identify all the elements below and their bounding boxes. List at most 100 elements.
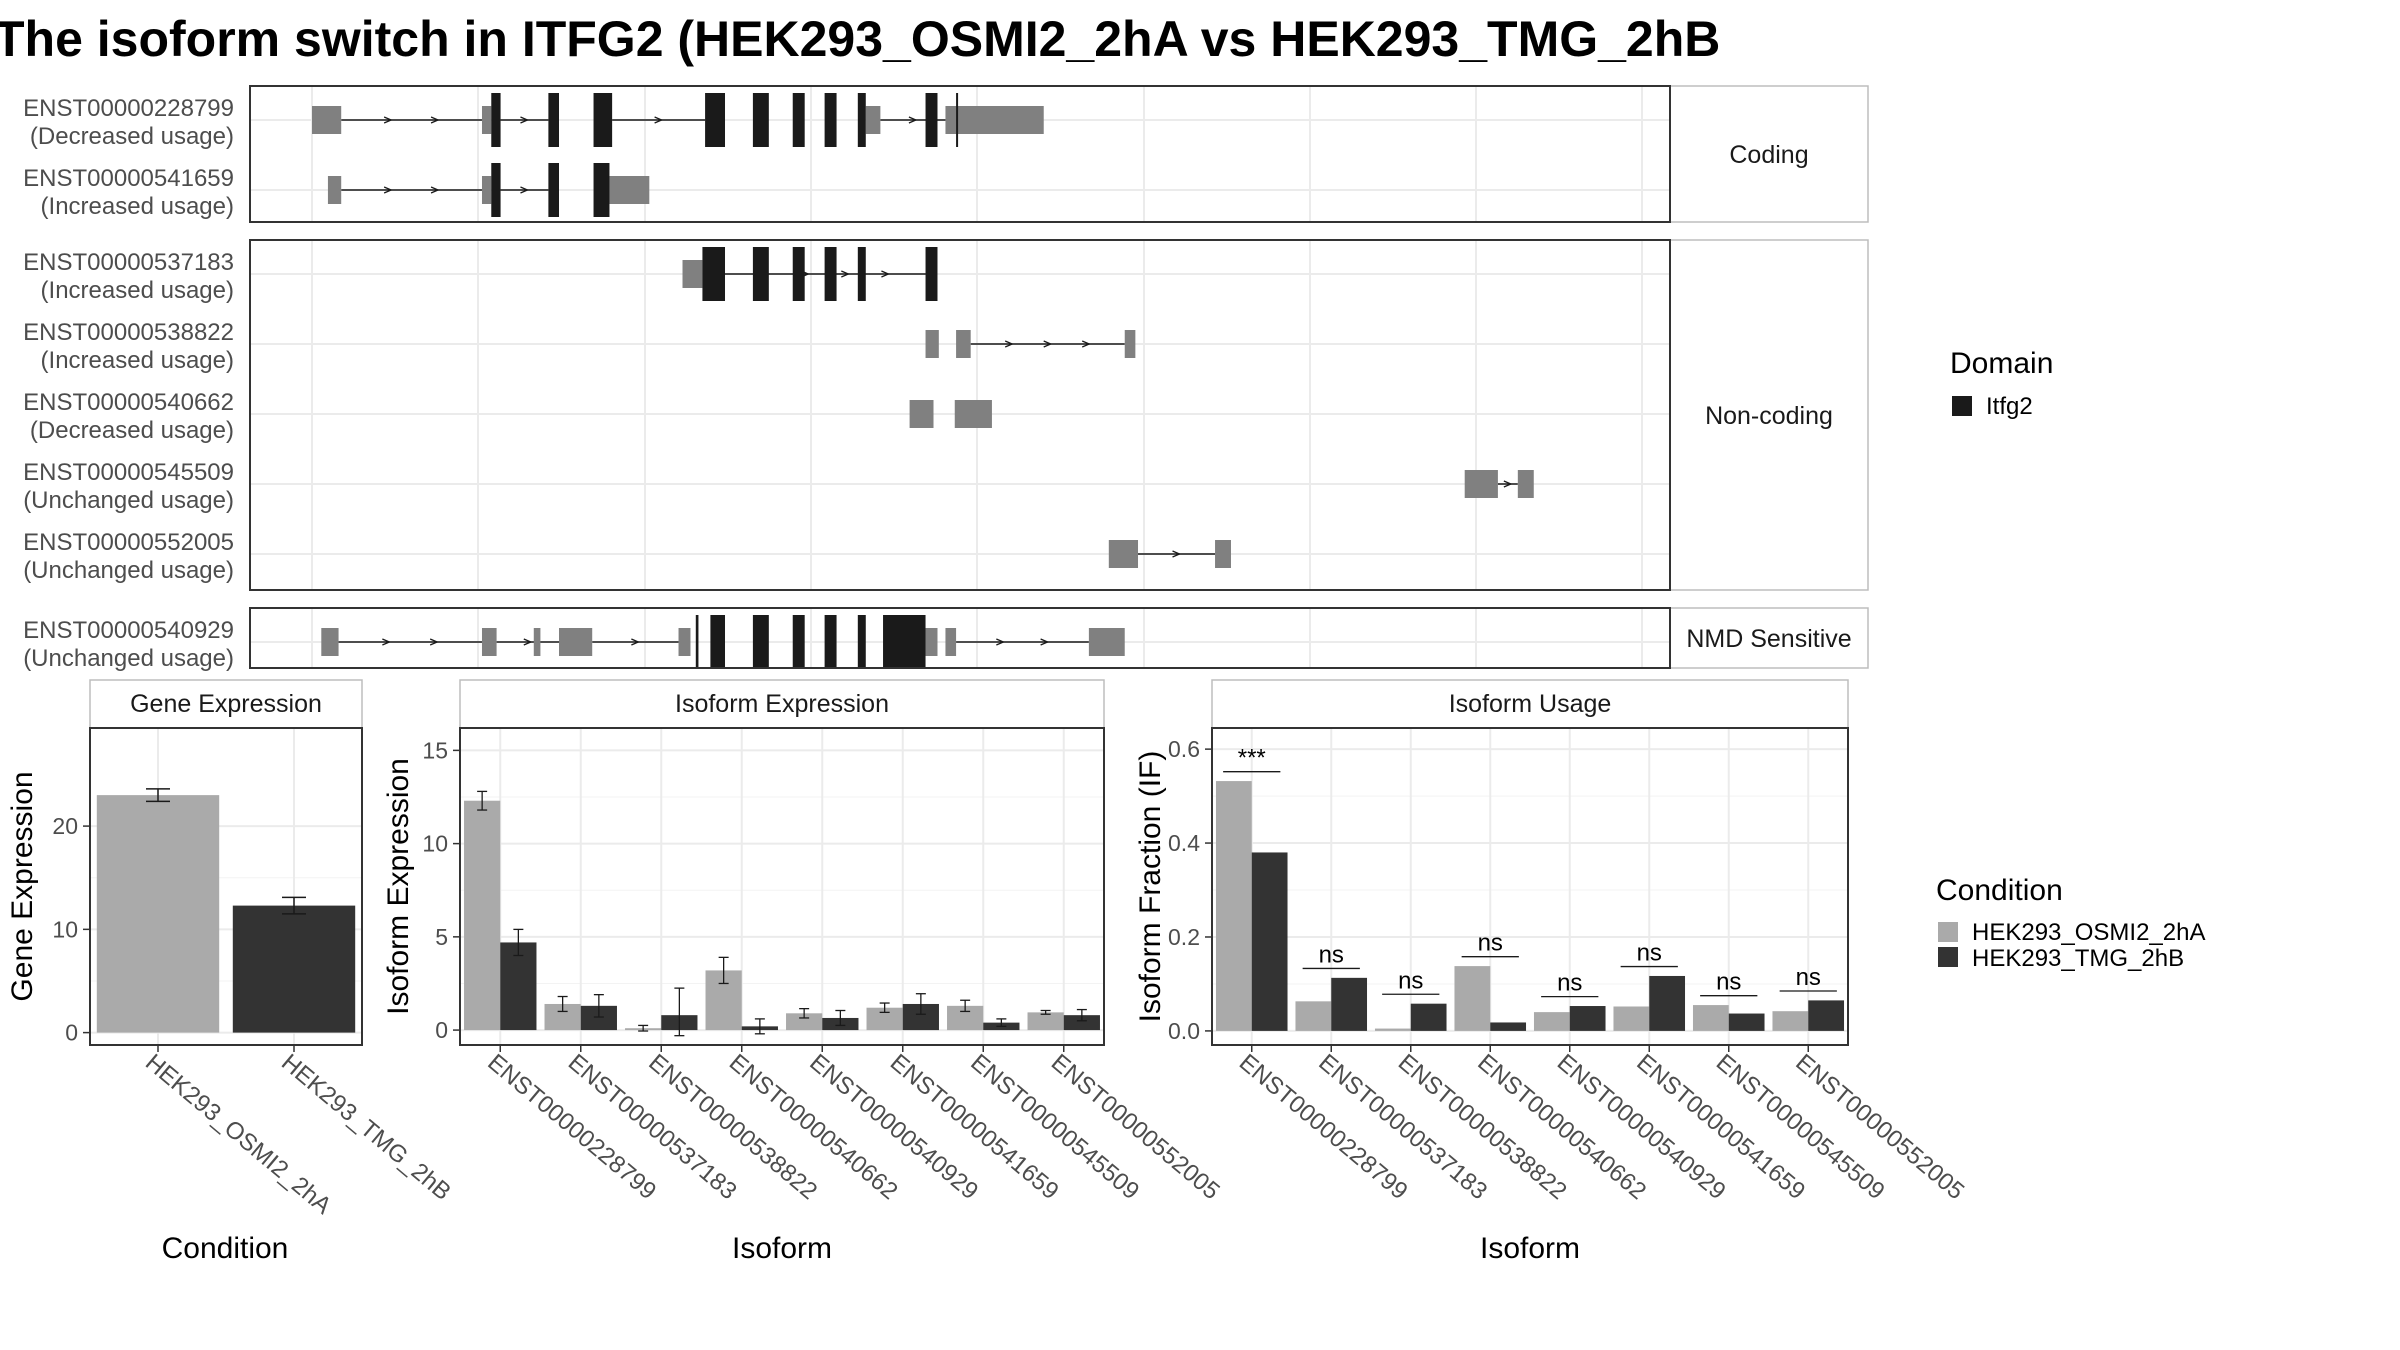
structure-strip xyxy=(1669,239,1869,591)
structure-strip-label: Non-coding xyxy=(1705,402,1833,430)
intron-arrow xyxy=(654,116,664,124)
cds-exon xyxy=(925,247,938,301)
transcript-id-label: ENST00000541659 xyxy=(23,165,234,192)
domain-legend-label-itfg2: Itfg2 xyxy=(1986,393,2033,420)
utr-exon xyxy=(481,176,492,204)
utr-exon xyxy=(865,106,881,134)
transcript-usage-label: (Decreased usage) xyxy=(30,417,234,444)
intron-arrow xyxy=(841,270,850,278)
structure-panel-border xyxy=(249,239,1671,591)
condition-legend-key-tmg xyxy=(1938,947,1958,967)
utr-exon xyxy=(682,260,703,288)
significance-label: ns xyxy=(1398,967,1423,994)
cds-exon xyxy=(593,93,613,147)
significance-label: ns xyxy=(1557,970,1582,997)
bar-0-2 xyxy=(1374,1028,1411,1031)
y-tick-label: 0 xyxy=(435,1017,448,1043)
utr-exon xyxy=(559,628,593,656)
bar-0-5 xyxy=(866,1007,903,1031)
cds-exon xyxy=(956,93,959,147)
transcript-usage-label: (Increased usage) xyxy=(41,277,234,304)
intron-arrow xyxy=(1172,550,1182,558)
bar-panel-bg xyxy=(1212,728,1848,1045)
cds-exon xyxy=(857,615,866,669)
bar-panel-border xyxy=(89,727,363,1046)
cds-exon xyxy=(548,163,560,217)
cds-exon xyxy=(548,93,560,147)
bar-0-4 xyxy=(786,1013,823,1031)
transcript-id-label: ENST00000545509 xyxy=(23,459,234,486)
bar-1-2 xyxy=(1410,1003,1447,1031)
domain-legend-key-itfg2 xyxy=(1952,396,1972,416)
transcript-usage-label: (Increased usage) xyxy=(41,347,234,374)
bar-0-7 xyxy=(1027,1012,1064,1031)
bar-1 xyxy=(232,905,356,1033)
intron-arrow xyxy=(1503,480,1513,488)
cds-exon xyxy=(824,93,837,147)
y-axis-title: Isoform Fraction (IF) xyxy=(1134,751,1167,1023)
utr-exon xyxy=(945,628,957,656)
structure-group-0: Coding ENST00000228799(Decreased usage) EN… xyxy=(23,85,1869,223)
structure-strip xyxy=(1669,85,1869,223)
bar-panel-1: Isoform Expression051015ENST00000228799E… xyxy=(382,679,1225,1265)
figure-title: The isoform switch in ITFG2 (HEK293_OSMI… xyxy=(0,11,1720,67)
bar-panel-title: Isoform Expression xyxy=(675,690,889,718)
intron-arrow xyxy=(631,638,641,646)
x-axis-title: Isoform xyxy=(732,1232,832,1265)
bar-panel-bg xyxy=(460,728,1104,1045)
bar-1-7 xyxy=(1063,1015,1100,1031)
intron-arrow xyxy=(430,116,440,124)
transcript-id-label: ENST00000228799 xyxy=(23,95,234,122)
utr-exon xyxy=(609,176,650,204)
utr-exon xyxy=(533,628,541,656)
significance-label: ns xyxy=(1716,969,1741,996)
expression-panels: Gene Expression01020HEK293_OSMI2_2hAHEK2… xyxy=(6,679,1969,1265)
bar-panel-border xyxy=(1211,727,1849,1046)
significance-label: ns xyxy=(1796,964,1821,991)
transcript-usage-label: (Unchanged usage) xyxy=(23,487,234,514)
bar-0-3 xyxy=(1454,966,1491,1031)
condition-legend-label-tmg: HEK293_TMG_2hB xyxy=(1972,945,2184,972)
utr-exon xyxy=(481,628,497,656)
cds-exon xyxy=(792,93,805,147)
intron-arrow xyxy=(523,638,533,646)
bar-1-4 xyxy=(1569,1006,1606,1031)
bar-panel-title: Gene Expression xyxy=(130,690,322,718)
cds-exon xyxy=(702,247,726,301)
intron-arrow xyxy=(908,116,918,124)
bar-panel-strip xyxy=(1211,679,1849,729)
utr-exon xyxy=(1088,628,1125,656)
x-axis-title: Isoform xyxy=(1480,1232,1580,1265)
bar-1-3 xyxy=(1490,1022,1527,1031)
y-tick-label: 0.4 xyxy=(1168,830,1200,856)
cds-exon xyxy=(883,615,926,669)
intron-arrow xyxy=(996,638,1006,646)
intron-arrow xyxy=(1004,340,1014,348)
transcript-id-label: ENST00000540929 xyxy=(23,617,234,644)
bar-0-7 xyxy=(1772,1011,1809,1031)
utr-exon xyxy=(1464,470,1498,498)
structure-panel-border xyxy=(249,607,1671,669)
transcript-id-label: ENST00000537183 xyxy=(23,249,234,276)
utr-exon xyxy=(956,106,1044,134)
cds-exon xyxy=(705,93,726,147)
intron-arrow xyxy=(1081,340,1091,348)
cds-exon xyxy=(824,615,837,669)
bar-0-0 xyxy=(464,800,501,1031)
utr-exon xyxy=(945,106,957,134)
cds-exon xyxy=(857,247,866,301)
intron-arrow xyxy=(1043,340,1053,348)
intron-arrow xyxy=(383,186,393,194)
utr-exon xyxy=(956,330,971,358)
intron-arrow xyxy=(429,638,439,646)
cds-exon xyxy=(792,615,805,669)
utr-exon xyxy=(954,400,992,428)
utr-exon xyxy=(925,330,939,358)
transcript-id-label: ENST00000538822 xyxy=(23,319,234,346)
bar-panel-strip xyxy=(89,679,363,729)
y-axis-title: Gene Expression xyxy=(6,771,39,1001)
condition-legend-label-osmi2: HEK293_OSMI2_2hA xyxy=(1972,919,2205,946)
bar-0-5 xyxy=(1613,1006,1650,1031)
